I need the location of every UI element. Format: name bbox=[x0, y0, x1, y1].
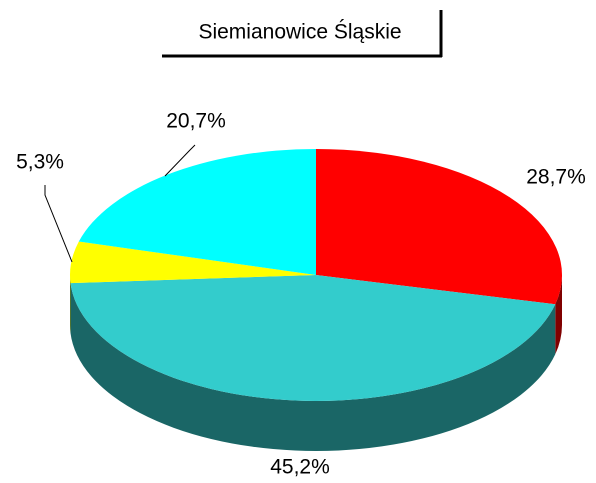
pie-slice bbox=[78, 149, 317, 275]
pie-side bbox=[70, 283, 556, 451]
pie-slice bbox=[69, 241, 316, 284]
data-label: 45,2% bbox=[270, 456, 330, 479]
pie-side bbox=[70, 275, 71, 334]
leader-line bbox=[164, 144, 196, 177]
data-label: 5,3% bbox=[16, 151, 64, 174]
data-label: 20,7% bbox=[166, 110, 226, 133]
chart-title: Siemianowice Śląskie bbox=[198, 20, 401, 44]
data-label: 28,7% bbox=[526, 166, 586, 189]
pie-side bbox=[555, 275, 562, 355]
title-box bbox=[162, 10, 440, 54]
pie-slice bbox=[70, 275, 556, 401]
pie-slice bbox=[316, 149, 562, 305]
leader-line bbox=[44, 185, 73, 263]
